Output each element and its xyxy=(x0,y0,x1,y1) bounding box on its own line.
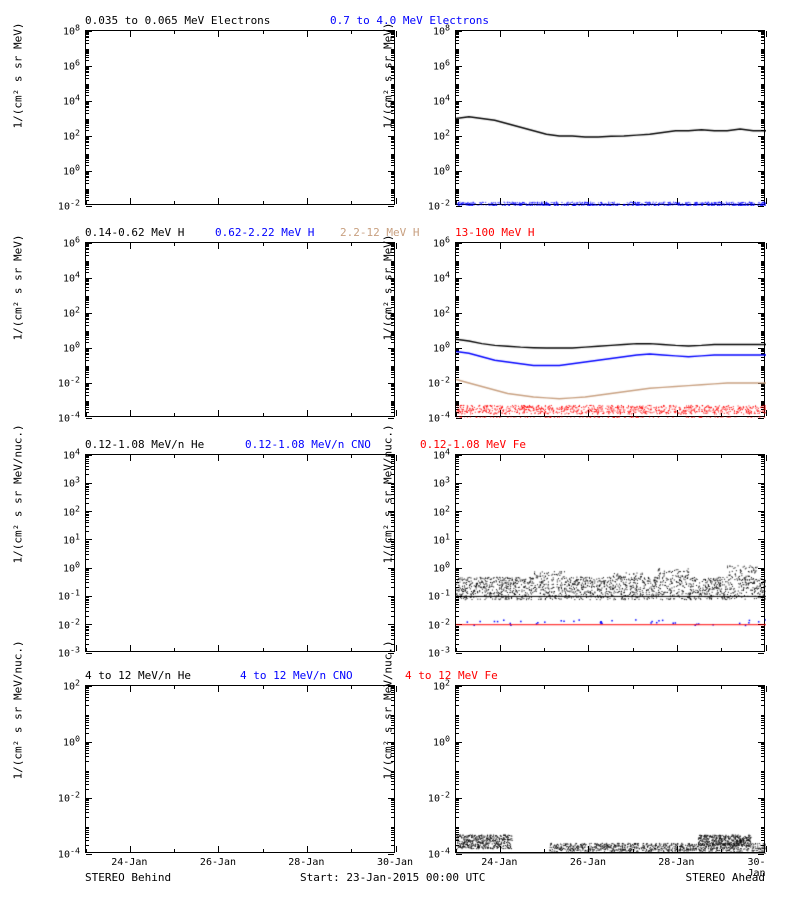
ytick-label: 10-4 xyxy=(420,409,450,424)
legend-label: 0.12-1.08 MeV/n CNO xyxy=(245,438,371,451)
ytick-label: 100 xyxy=(420,733,450,748)
panel-r3-c0 xyxy=(85,685,395,853)
legend-label: 0.14-0.62 MeV H xyxy=(85,226,184,239)
ytick-label: 103 xyxy=(50,475,80,490)
ytick-label: 10-2 xyxy=(50,616,80,631)
ytick-label: 10-2 xyxy=(420,374,450,389)
ytick-label: 102 xyxy=(50,503,80,518)
panel-r1-c1 xyxy=(455,242,765,417)
xtick-label: 24-Jan xyxy=(481,857,517,868)
ytick-label: 101 xyxy=(420,531,450,546)
ytick-label: 10-3 xyxy=(50,644,80,659)
ytick-label: 108 xyxy=(420,22,450,37)
ytick-label: 10-4 xyxy=(420,845,450,860)
data-canvas xyxy=(456,31,766,206)
legend-label: 0.12-1.08 MeV/n He xyxy=(85,438,204,451)
panel-r2-c0 xyxy=(85,454,395,652)
ytick-label: 106 xyxy=(50,57,80,72)
panel-r3-c1 xyxy=(455,685,765,853)
y-axis-label: 1/(cm² s sr MeV/nuc.) xyxy=(12,760,25,780)
ytick-label: 102 xyxy=(50,677,80,692)
ytick-label: 104 xyxy=(50,269,80,284)
data-canvas xyxy=(456,243,766,418)
legend-label: 4 to 12 MeV Fe xyxy=(405,669,498,682)
footer-left: STEREO Behind xyxy=(85,871,171,884)
figure: 0.035 to 0.065 MeV Electrons 0.7 to 4.0 M… xyxy=(0,0,800,900)
ytick-label: 100 xyxy=(50,339,80,354)
ytick-label: 100 xyxy=(420,339,450,354)
y-axis-label: 1/(cm² s sr MeV/nuc.) xyxy=(382,760,395,780)
xtick-label: 26-Jan xyxy=(570,857,606,868)
ytick-label: 10-1 xyxy=(50,588,80,603)
ytick-label: 104 xyxy=(50,92,80,107)
ytick-label: 106 xyxy=(50,234,80,249)
ytick-label: 100 xyxy=(420,162,450,177)
xtick-label: 30-Jan xyxy=(377,857,413,868)
ytick-label: 104 xyxy=(420,446,450,461)
legend-label: 0.7 to 4.0 MeV Electrons xyxy=(330,14,489,27)
ytick-label: 10-2 xyxy=(50,374,80,389)
ytick-label: 100 xyxy=(50,559,80,574)
ytick-label: 10-4 xyxy=(50,845,80,860)
legend-label: 13-100 MeV H xyxy=(455,226,534,239)
ytick-label: 102 xyxy=(50,127,80,142)
footer-center: Start: 23-Jan-2015 00:00 UTC xyxy=(300,871,485,884)
ytick-label: 106 xyxy=(420,234,450,249)
y-axis-label: 1/(cm² s sr MeV) xyxy=(382,320,395,340)
ytick-label: 10-2 xyxy=(50,197,80,212)
ytick-label: 102 xyxy=(420,503,450,518)
data-canvas xyxy=(456,686,766,854)
ytick-label: 10-2 xyxy=(420,197,450,212)
ytick-label: 102 xyxy=(420,304,450,319)
legend-label: 4 to 12 MeV/n CNO xyxy=(240,669,353,682)
y-axis-label: 1/(cm² s sr MeV/nuc.) xyxy=(12,544,25,564)
ytick-label: 102 xyxy=(420,677,450,692)
legend-label: 2.2-12 MeV H xyxy=(340,226,419,239)
ytick-label: 100 xyxy=(50,733,80,748)
panel-r1-c0 xyxy=(85,242,395,417)
y-axis-label: 1/(cm² s sr MeV/nuc.) xyxy=(382,544,395,564)
data-canvas xyxy=(456,455,766,653)
y-axis-label: 1/(cm² s sr MeV) xyxy=(382,108,395,128)
footer-right: STEREO Ahead xyxy=(686,871,765,884)
ytick-label: 104 xyxy=(50,446,80,461)
ytick-label: 10-3 xyxy=(420,644,450,659)
ytick-label: 10-2 xyxy=(420,789,450,804)
panel-r0-c0 xyxy=(85,30,395,205)
xtick-label: 28-Jan xyxy=(658,857,694,868)
ytick-label: 10-2 xyxy=(420,616,450,631)
xtick-label: 28-Jan xyxy=(288,857,324,868)
ytick-label: 100 xyxy=(420,559,450,574)
ytick-label: 102 xyxy=(50,304,80,319)
ytick-label: 104 xyxy=(420,269,450,284)
ytick-label: 10-4 xyxy=(50,409,80,424)
ytick-label: 103 xyxy=(420,475,450,490)
ytick-label: 102 xyxy=(420,127,450,142)
ytick-label: 101 xyxy=(50,531,80,546)
legend-label: 0.035 to 0.065 MeV Electrons xyxy=(85,14,270,27)
ytick-label: 100 xyxy=(50,162,80,177)
ytick-label: 10-1 xyxy=(420,588,450,603)
ytick-label: 108 xyxy=(50,22,80,37)
legend-label: 4 to 12 MeV/n He xyxy=(85,669,191,682)
xtick-label: 26-Jan xyxy=(200,857,236,868)
xtick-label: 24-Jan xyxy=(111,857,147,868)
y-axis-label: 1/(cm² s sr MeV) xyxy=(12,108,25,128)
y-axis-label: 1/(cm² s sr MeV) xyxy=(12,320,25,340)
legend-label: 0.62-2.22 MeV H xyxy=(215,226,314,239)
ytick-label: 10-2 xyxy=(50,789,80,804)
ytick-label: 104 xyxy=(420,92,450,107)
panel-r2-c1 xyxy=(455,454,765,652)
panel-r0-c1 xyxy=(455,30,765,205)
ytick-label: 106 xyxy=(420,57,450,72)
